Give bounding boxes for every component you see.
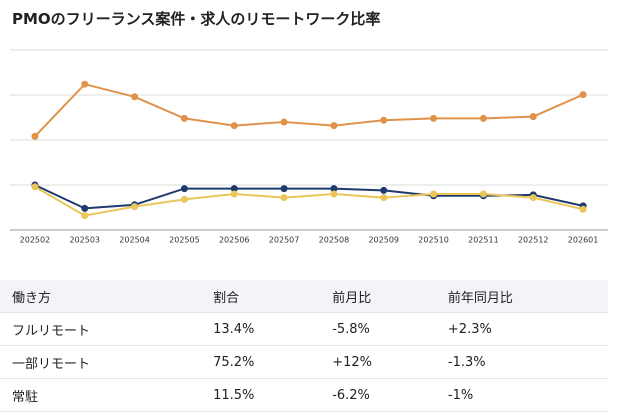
point <box>579 91 587 99</box>
point <box>180 195 188 203</box>
point <box>430 114 438 122</box>
table-cell: 11.5% <box>201 378 321 412</box>
point <box>81 212 89 220</box>
point <box>131 93 139 101</box>
point <box>280 185 288 193</box>
series-line <box>34 185 584 217</box>
point <box>380 186 388 194</box>
x-tick-label: 202509 <box>368 236 399 245</box>
point <box>131 203 139 211</box>
column-header: 前年同月比 <box>435 280 608 313</box>
point <box>230 122 238 130</box>
point <box>529 194 537 202</box>
table-cell: -5.8% <box>320 312 436 346</box>
x-tick-label: 202507 <box>269 236 300 245</box>
table-cell: +12% <box>320 345 436 379</box>
series-line <box>34 184 584 210</box>
x-tick-label: 202504 <box>119 236 150 245</box>
x-tick-label: 202506 <box>219 236 250 245</box>
x-tick-label: 202502 <box>20 236 51 245</box>
point <box>280 194 288 202</box>
table-cell: -1.3% <box>435 345 608 379</box>
table-body: フルリモート 13.4% -5.8% +2.3% 一部リモート 75.2% +12% -1.3… <box>0 312 608 412</box>
table-cell: 常駐 <box>0 378 202 412</box>
point <box>31 132 39 140</box>
x-tick-label: 202510 <box>418 236 449 245</box>
table-cell: 75.2% <box>201 345 321 379</box>
point <box>330 122 338 130</box>
table-row: 常駐 11.5% -6.2% -1% <box>0 378 608 412</box>
x-tick-label: 202511 <box>468 236 499 245</box>
chart: 202502 202503 202504 202505 202506 202507 2025… <box>10 49 608 245</box>
point <box>180 185 188 193</box>
table-cell: フルリモート <box>0 312 202 346</box>
x-tick-label: 202512 <box>518 236 549 245</box>
point <box>330 190 338 198</box>
point <box>81 80 89 88</box>
table-cell: -1% <box>435 378 608 412</box>
point <box>230 185 238 193</box>
column-header: 前月比 <box>320 280 436 313</box>
point <box>81 204 89 212</box>
point <box>529 113 537 121</box>
point <box>380 116 388 124</box>
point <box>330 185 338 193</box>
point <box>180 114 188 122</box>
table-cell: 一部リモート <box>0 345 202 379</box>
table-cell: 13.4% <box>201 312 321 346</box>
point <box>579 205 587 213</box>
table-row: フルリモート 13.4% -5.8% +2.3% <box>0 312 608 346</box>
series-line <box>34 83 584 138</box>
point <box>280 118 288 126</box>
header-row: 働き方 割合 前月比 前年同月比 <box>0 280 608 313</box>
point <box>31 183 39 191</box>
table-row: 一部リモート 75.2% +12% -1.3% <box>0 345 608 379</box>
x-tick-label: 202508 <box>319 236 350 245</box>
x-tick-label: 202601 <box>568 236 599 245</box>
point <box>479 190 487 198</box>
summary-table: 働き方 割合 前月比 前年同月比 フルリモート 13.4% -5.8% +2.3% 一部リモー… <box>0 280 608 412</box>
column-header: 働き方 <box>0 280 202 313</box>
x-tick-label: 202505 <box>169 236 200 245</box>
point <box>380 194 388 202</box>
x-tick-label: 202503 <box>69 236 100 245</box>
point <box>430 190 438 198</box>
table-cell: -6.2% <box>320 378 436 412</box>
point <box>479 114 487 122</box>
point <box>230 190 238 198</box>
table-cell: +2.3% <box>435 312 608 346</box>
chart-title: PMOのフリーランス案件・求人のリモートワーク比率 <box>12 10 381 28</box>
column-header: 割合 <box>201 280 321 313</box>
